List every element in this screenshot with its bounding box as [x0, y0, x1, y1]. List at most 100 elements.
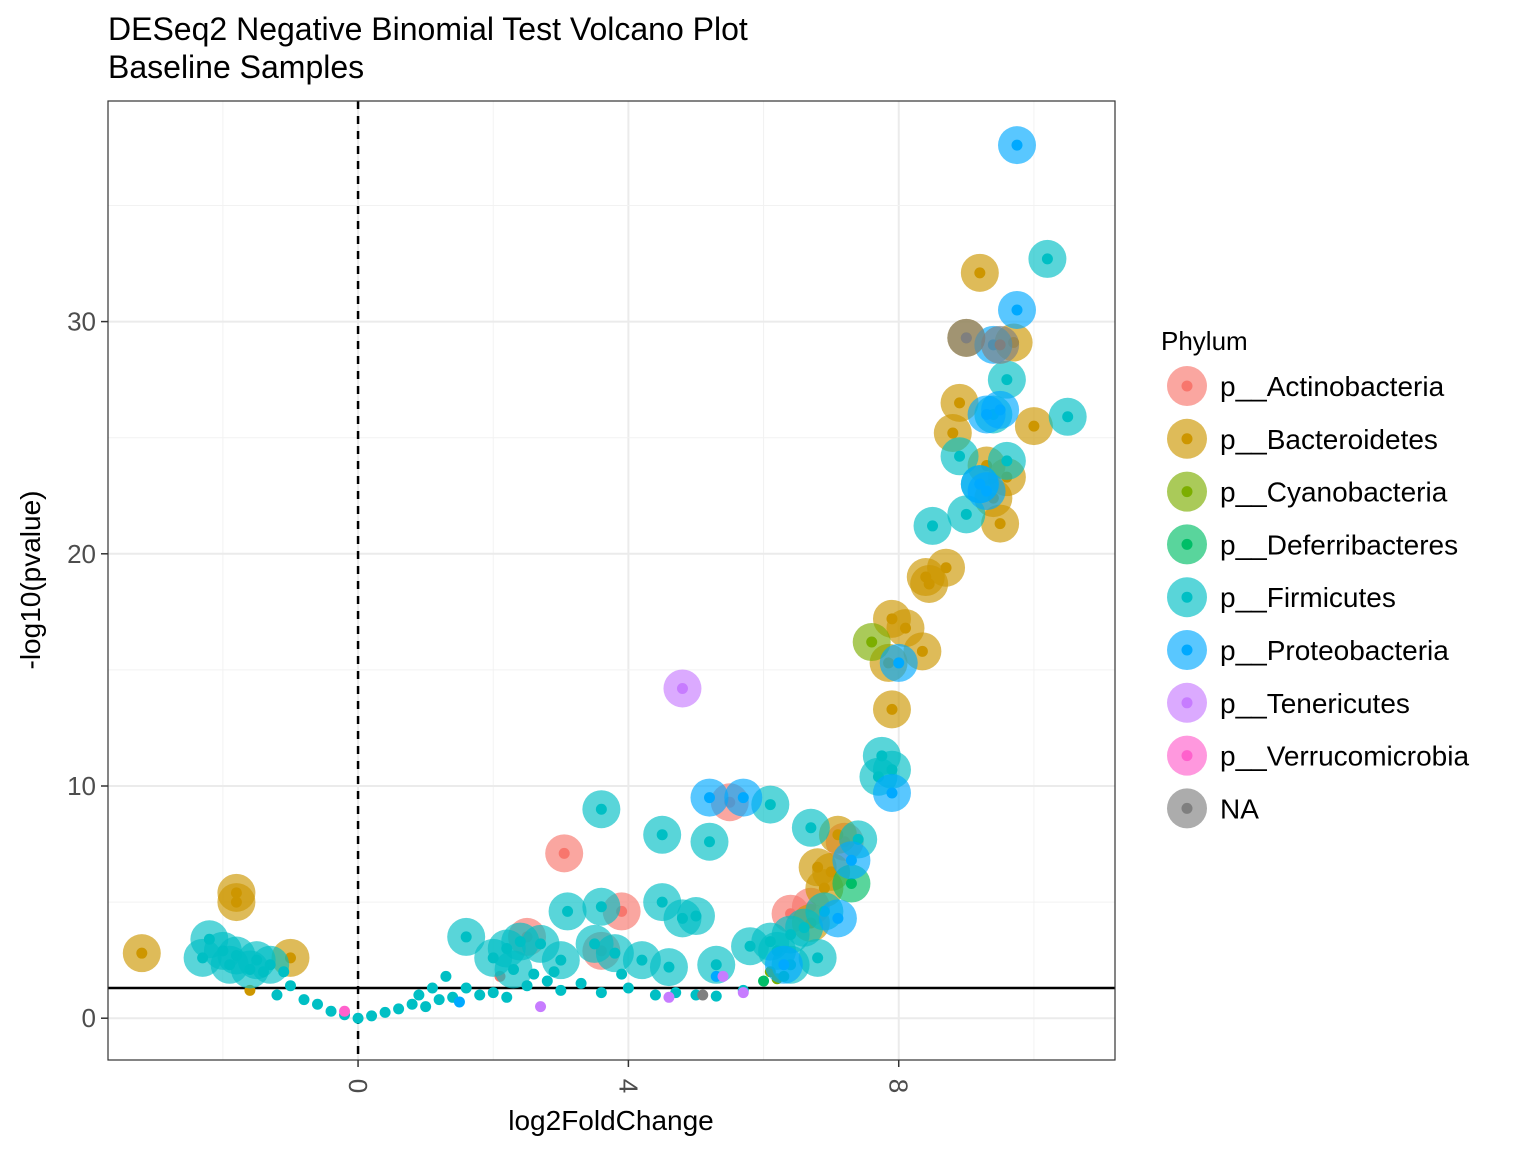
data-point: [676, 682, 688, 694]
legend-key-dot: [1181, 591, 1193, 603]
legend-label: p__Proteobacteria: [1220, 635, 1449, 666]
legend-label: p__Actinobacteria: [1220, 371, 1445, 402]
data-point: [352, 1012, 364, 1024]
legend-label: NA: [1220, 793, 1259, 824]
data-point: [710, 959, 722, 971]
data-point: [622, 982, 634, 994]
data-point: [379, 1006, 391, 1018]
data-point: [974, 267, 986, 279]
data-point: [325, 1005, 337, 1017]
data-point: [366, 1010, 378, 1022]
data-point: [994, 518, 1006, 530]
legend-entry: p__Verrucomicrobia: [1167, 735, 1469, 776]
x-axis-ticks: 0 4 8: [343, 1060, 914, 1093]
data-point: [284, 980, 296, 992]
data-point: [778, 959, 790, 971]
legend-key-dot: [1181, 433, 1193, 445]
data-point: [426, 982, 438, 994]
data-point: [555, 954, 567, 966]
legend-entry: p__Tenericutes: [1167, 682, 1410, 723]
data-point: [312, 998, 324, 1010]
legend-label: p__Tenericutes: [1220, 688, 1410, 719]
legend-entry: p__Cyanobacteria: [1167, 471, 1448, 512]
legend-entry: p__Proteobacteria: [1167, 630, 1449, 670]
data-point: [548, 966, 560, 978]
data-point: [136, 947, 148, 959]
y-axis-title: -log10(pvalue): [15, 491, 46, 670]
data-point: [947, 427, 959, 439]
chart-title: DESeq2 Negative Binomial Test Volcano Pl…: [108, 11, 748, 47]
legend-key-dot: [1181, 486, 1193, 498]
data-point: [981, 485, 993, 497]
data-point: [535, 1001, 547, 1013]
data-point: [616, 968, 628, 980]
data-point: [690, 910, 702, 922]
legend-label: p__Bacteroidetes: [1220, 424, 1438, 455]
data-point: [609, 947, 621, 959]
data-point: [1001, 374, 1013, 386]
data-point: [703, 792, 715, 804]
data-point: [703, 836, 715, 848]
data-point: [886, 764, 898, 776]
data-point: [960, 332, 972, 344]
legend-entry: p__Firmicutes: [1167, 577, 1396, 618]
data-point: [649, 989, 661, 1001]
legend-label: p__Cyanobacteria: [1220, 477, 1448, 508]
legend-key-dot: [1181, 380, 1193, 392]
data-point: [636, 954, 648, 966]
y-tick-label: 20: [67, 539, 96, 569]
data-point: [393, 1003, 405, 1015]
data-point: [541, 975, 553, 987]
data-point: [717, 970, 729, 982]
legend-key-dot: [1181, 538, 1193, 550]
legend-label: p__Deferribacteres: [1220, 529, 1458, 560]
data-point: [474, 989, 486, 1001]
data-point: [656, 896, 668, 908]
data-point: [420, 1001, 432, 1013]
data-point: [832, 912, 844, 924]
data-point: [916, 645, 928, 657]
data-point: [271, 989, 283, 1001]
legend-entry: NA: [1167, 788, 1259, 829]
legend-entry: p__Deferribacteres: [1167, 524, 1458, 565]
data-point: [954, 450, 966, 462]
data-point: [899, 622, 911, 634]
data-point: [413, 989, 425, 1001]
data-point: [758, 975, 770, 987]
legend-key-dot: [1181, 750, 1193, 762]
data-point: [923, 578, 935, 590]
chart-subtitle: Baseline Samples: [108, 49, 364, 85]
legend-key-dot: [1181, 644, 1193, 656]
data-point: [1001, 455, 1013, 467]
data-point: [798, 922, 810, 934]
data-point: [710, 990, 722, 1002]
data-point: [521, 980, 533, 992]
data-point: [893, 657, 905, 669]
data-point: [1041, 253, 1053, 265]
data-point: [1028, 420, 1040, 432]
data-point: [886, 703, 898, 715]
x-axis-title: log2FoldChange: [508, 1105, 714, 1136]
data-point: [487, 987, 499, 999]
data-point: [558, 847, 570, 859]
data-point: [1062, 411, 1074, 423]
data-point: [954, 397, 966, 409]
legend-title: Phylum: [1161, 326, 1248, 356]
data-points: [122, 126, 1087, 1024]
x-tick-label: 4: [613, 1079, 643, 1093]
data-point: [737, 792, 749, 804]
data-point: [224, 959, 236, 971]
data-point: [663, 961, 675, 973]
y-axis-ticks: 0 10 20 30: [67, 307, 108, 1033]
plot-panel-border: [107, 100, 1116, 1061]
data-point: [453, 996, 465, 1008]
data-point: [981, 408, 993, 420]
data-point: [278, 966, 290, 978]
data-point: [994, 339, 1006, 351]
data-point: [960, 508, 972, 520]
data-point: [501, 991, 513, 1003]
legend: Phylum p__Actinobacteria p__Bacteroidetes…: [1161, 326, 1469, 829]
data-point: [575, 977, 587, 989]
data-point: [406, 998, 418, 1010]
data-point: [656, 829, 668, 841]
